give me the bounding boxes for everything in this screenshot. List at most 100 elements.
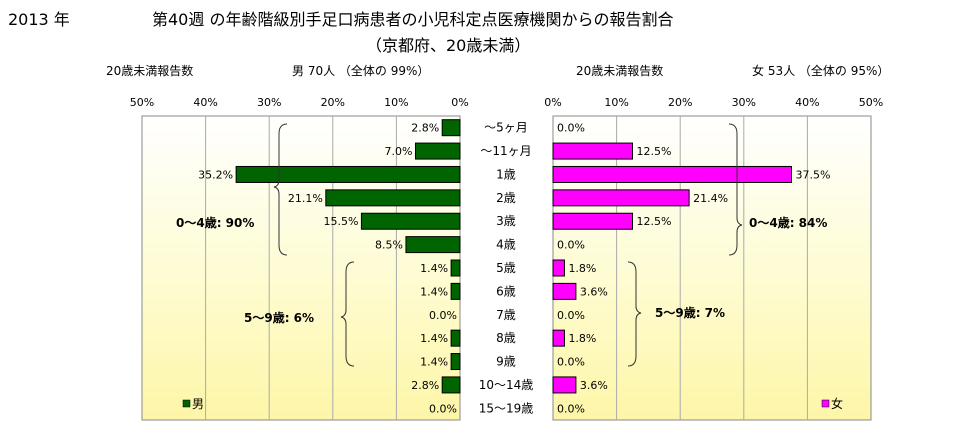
female-data-label: 0.0% [557, 239, 585, 252]
female-bar [552, 165, 792, 183]
male-bar [235, 165, 461, 183]
age-category-label: 〜11ヶ月 [480, 144, 531, 158]
female-plot-area [552, 115, 872, 421]
female-data-label: 0.0% [557, 402, 585, 415]
female-data-label: 3.6% [580, 379, 608, 392]
male-panel: 0% 10% 20% 30% 40% 50% 2.8% 7.0% 35.2% 21.1%15.5… [130, 96, 469, 421]
female-data-label: 12.5% [637, 145, 672, 158]
male-data-label: 0.0% [429, 402, 457, 415]
male-legend-swatch [182, 399, 191, 408]
male-bar [450, 282, 461, 300]
female-tick-label: 10% [604, 96, 628, 109]
male-tick-labels: 0% 10% 20% 30% 40% 50% [130, 96, 469, 109]
female-data-label: 21.4% [693, 192, 728, 205]
male-bar [450, 353, 461, 371]
male-group1-label: 0〜4歳: 90% [176, 215, 254, 230]
female-tick-label: 50% [859, 96, 883, 109]
male-data-label: 7.0% [385, 145, 413, 158]
female-tick-label: 40% [795, 96, 819, 109]
age-category-label: 5歳 [496, 261, 516, 275]
age-category-label: 4歳 [496, 238, 516, 252]
female-legend-label: 女 [831, 396, 843, 411]
female-group2-label: 5〜9歳: 7% [655, 305, 725, 320]
male-tick-label: 40% [193, 96, 217, 109]
female-summary-label: 20歳未満報告数 [576, 64, 664, 78]
male-bar [441, 119, 461, 137]
male-data-label: 0.0% [429, 309, 457, 322]
chart-title: 第40週 の年齢階級別手足口病患者の小児科定点医療機関からの報告割合 [152, 10, 674, 29]
age-category-label: 6歳 [496, 284, 516, 298]
female-data-label: 1.8% [568, 262, 596, 275]
male-bars [235, 119, 461, 394]
age-category-label: 7歳 [496, 308, 516, 322]
female-data-label: 0.0% [557, 309, 585, 322]
male-tick-label: 50% [130, 96, 154, 109]
female-panel: 0% 10% 20% 30% 40% 50% 0.0% 12.5% 37.5% 21.4% 12.… [544, 96, 883, 421]
male-data-label: 1.4% [420, 285, 448, 298]
age-category-label: 3歳 [496, 214, 516, 228]
female-bar [552, 259, 565, 277]
male-group2-brace [340, 261, 355, 367]
female-group2-brace [627, 261, 642, 367]
age-category-labels: 〜5ヶ月〜11ヶ月 1歳 2歳 3歳 4歳 5歳 6歳 7歳 8歳 9歳 10〜14歳 15〜19歳 [479, 121, 534, 416]
age-category-label: 〜5ヶ月 [484, 121, 528, 135]
female-group1-brace [728, 123, 743, 256]
female-bar [552, 189, 690, 207]
female-data-label: 12.5% [637, 215, 672, 228]
female-bars [552, 142, 792, 394]
male-data-label: 2.8% [411, 379, 439, 392]
male-data-label: 8.5% [375, 239, 403, 252]
female-bar [552, 376, 577, 394]
age-category-label: 1歳 [496, 167, 516, 181]
female-legend-swatch [821, 399, 830, 408]
male-bar [360, 212, 461, 230]
male-data-label: 1.4% [420, 332, 448, 345]
male-group1-brace [273, 123, 288, 256]
male-tick-label: 0% [451, 96, 468, 109]
female-bar [552, 282, 577, 300]
male-bar [414, 142, 461, 160]
male-data-label: 2.8% [411, 122, 439, 135]
age-category-label: 10〜14歳 [479, 378, 534, 392]
female-tick-label: 30% [732, 96, 756, 109]
chart-subtitle: （京都府、20歳未満） [366, 36, 531, 55]
age-category-label: 9歳 [496, 355, 516, 369]
male-plot-area [141, 115, 461, 421]
year-label: 2013 年 [8, 10, 70, 29]
age-category-label: 2歳 [496, 191, 516, 205]
male-data-label: 15.5% [323, 215, 358, 228]
female-tick-label: 0% [544, 96, 561, 109]
male-tick-label: 20% [321, 96, 345, 109]
male-legend-label: 男 [192, 397, 204, 411]
male-group2-label: 5〜9歳: 6% [244, 310, 314, 325]
female-data-label: 0.0% [557, 122, 585, 135]
age-category-label: 8歳 [496, 331, 516, 345]
male-data-label: 35.2% [198, 168, 233, 181]
female-bar [552, 142, 633, 160]
male-summary-label: 20歳未満報告数 [106, 64, 194, 78]
female-data-labels: 0.0% 12.5% 37.5% 21.4% 12.5% 0.0% 1.8% 3.6% 0.0%… [557, 122, 830, 416]
male-data-label: 1.4% [420, 262, 448, 275]
male-bar [441, 376, 461, 394]
female-group1-label: 0〜4歳: 84% [749, 215, 827, 230]
male-tick-label: 10% [384, 96, 408, 109]
female-bar [552, 329, 565, 347]
age-category-label: 15〜19歳 [479, 401, 534, 415]
male-bar [405, 236, 461, 254]
female-tick-label: 20% [668, 96, 692, 109]
female-tick-labels: 0% 10% 20% 30% 40% 50% [544, 96, 883, 109]
male-tick-label: 30% [257, 96, 281, 109]
female-data-label: 1.8% [568, 332, 596, 345]
female-summary-value: 女 53人 （全体の 95%） [752, 64, 890, 78]
male-summary-value: 男 70人 （全体の 99%） [292, 64, 430, 78]
female-data-label: 0.0% [557, 356, 585, 369]
male-data-labels: 2.8% 7.0% 35.2% 21.1%15.5% 8.5% 1.4% 1.4% 0.0% 1… [198, 122, 457, 416]
male-data-label: 21.1% [288, 192, 323, 205]
male-bar [450, 329, 461, 347]
female-data-label: 37.5% [796, 168, 831, 181]
female-bar [552, 212, 633, 230]
male-bar [450, 259, 461, 277]
male-data-label: 1.4% [420, 356, 448, 369]
